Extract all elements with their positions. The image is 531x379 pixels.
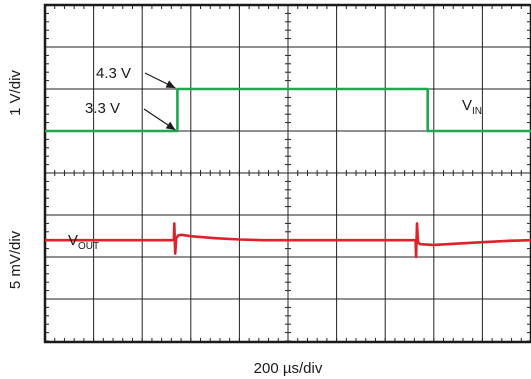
series-layer — [45, 87, 531, 259]
x-axis-label: 200 µs/div — [254, 360, 323, 377]
annotation-arrow-head — [165, 121, 176, 130]
plot-frame — [43, 3, 531, 344]
series-label-vout: VOUT — [68, 232, 99, 252]
top-y-axis-label: 1 V/div — [7, 70, 24, 116]
annotation-label: 4.3 V — [96, 65, 131, 82]
annotation-label: 3.3 V — [85, 100, 120, 117]
series-line-vout — [45, 222, 531, 259]
series-line-vin — [45, 87, 531, 133]
annotation-arrow-head — [165, 80, 176, 88]
bottom-y-axis-label: 5 mV/div — [7, 230, 24, 289]
series-label-vin: VIN — [462, 97, 482, 117]
annotations: VIN VOUT 4.3 V 3.3 V — [68, 65, 482, 252]
